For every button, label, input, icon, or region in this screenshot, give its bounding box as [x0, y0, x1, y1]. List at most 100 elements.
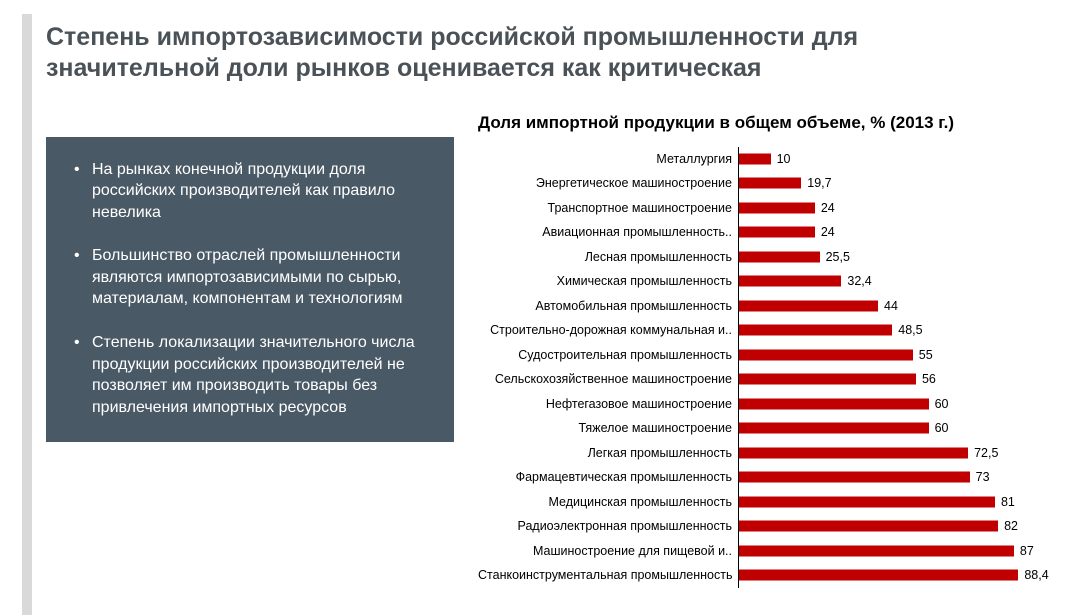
value-label: 44	[884, 299, 898, 313]
chart-row: Строительно-дорожная коммунальная и.. 48,…	[478, 318, 1055, 343]
category-label: Легкая промышленность	[478, 446, 738, 460]
value-label: 55	[919, 348, 933, 362]
category-label: Автомобильная промышленность	[478, 299, 738, 313]
chart-row: Радиоэлектронная промышленность 82	[478, 514, 1055, 539]
bullet-item: Степень локализации значительного числа …	[74, 332, 432, 418]
chart-row: Сельскохозяйственное машиностроение 56	[478, 367, 1055, 392]
category-label: Строительно-дорожная коммунальная и..	[478, 323, 738, 337]
bar	[739, 545, 1014, 556]
category-label: Химическая промышленность	[478, 274, 738, 288]
bar	[739, 251, 820, 262]
bar	[739, 227, 815, 238]
value-label: 60	[935, 397, 949, 411]
value-label: 24	[821, 201, 835, 215]
value-label: 10	[777, 152, 791, 166]
value-label: 87	[1020, 544, 1034, 558]
value-label: 60	[935, 421, 949, 435]
chart-row: Автомобильная промышленность 44	[478, 294, 1055, 319]
category-label: Фармацевтическая промышленность	[478, 470, 738, 484]
slide: Степень импортозависимости российской пр…	[0, 0, 1077, 615]
bar	[739, 349, 913, 360]
category-label: Станкоинструментальная промышленность	[478, 568, 738, 582]
bar-track: 44	[738, 294, 1055, 319]
bullets-panel: На рынках конечной продукции доля россий…	[46, 137, 454, 443]
value-label: 56	[922, 372, 936, 386]
category-label: Тяжелое машиностроение	[478, 421, 738, 435]
value-label: 73	[976, 470, 990, 484]
chart-row: Легкая промышленность72,5	[478, 441, 1055, 466]
bar-track: 60	[738, 392, 1055, 417]
value-label: 32,4	[847, 274, 871, 288]
bar-track: 10	[738, 147, 1055, 172]
bullet-item: На рынках конечной продукции доля россий…	[74, 159, 432, 224]
bar-track: 73	[738, 465, 1055, 490]
category-label: Судостроительная промышленность	[478, 348, 738, 362]
bullets-list: На рынках конечной продукции доля россий…	[74, 159, 432, 419]
chart-row: Химическая промышленность 32,4	[478, 269, 1055, 294]
bar-track: 25,5	[738, 245, 1055, 270]
bar	[739, 202, 815, 213]
bar-track: 24	[738, 220, 1055, 245]
bar-track: 24	[738, 196, 1055, 221]
chart-row: Энергетическое машиностроение 19,7	[478, 171, 1055, 196]
bar-track: 48,5	[738, 318, 1055, 343]
category-label: Энергетическое машиностроение	[478, 176, 738, 190]
value-label: 81	[1001, 495, 1015, 509]
chart-rows: Металлургия 10 Энергетическое машиностроен…	[478, 147, 1055, 588]
chart-row: Авиационная промышленность.. 24	[478, 220, 1055, 245]
bar	[739, 521, 998, 532]
bar-track: 87	[738, 539, 1055, 564]
value-label: 24	[821, 225, 835, 239]
category-label: Металлургия	[478, 152, 738, 166]
bar-track: 56	[738, 367, 1055, 392]
content-row: На рынках конечной продукции доля россий…	[22, 113, 1055, 588]
value-label: 19,7	[807, 176, 831, 190]
chart-row: Машиностроение для пищевой и.. 87	[478, 539, 1055, 564]
bar-track: 32,4	[738, 269, 1055, 294]
bar-track: 82	[738, 514, 1055, 539]
chart-title: Доля импортной продукции в общем объеме,…	[476, 113, 1055, 133]
value-label: 88,4	[1024, 568, 1048, 582]
chart-row: Тяжелое машиностроение 60	[478, 416, 1055, 441]
value-label: 48,5	[898, 323, 922, 337]
chart-row: Судостроительная промышленность 55	[478, 343, 1055, 368]
bar	[739, 472, 970, 483]
chart-row: Медицинская промышленность 81	[478, 490, 1055, 515]
category-label: Сельскохозяйственное машиностроение	[478, 372, 738, 386]
category-label: Медицинская промышленность	[478, 495, 738, 509]
category-label: Машиностроение для пищевой и..	[478, 544, 738, 558]
chart-row: Станкоинструментальная промышленность 88,…	[478, 563, 1055, 588]
bar	[739, 496, 995, 507]
bar-track: 81	[738, 490, 1055, 515]
category-label: Авиационная промышленность..	[478, 225, 738, 239]
bar-track: 72,5	[738, 441, 1055, 466]
bar	[739, 276, 841, 287]
bar-track: 55	[738, 343, 1055, 368]
bullet-item: Большинство отраслей промышленности явля…	[74, 245, 432, 310]
chart-row: Фармацевтическая промышленность 73	[478, 465, 1055, 490]
chart-row: Транспортное машиностроение 24	[478, 196, 1055, 221]
category-label: Радиоэлектронная промышленность	[478, 519, 738, 533]
bar	[739, 300, 878, 311]
chart-row: Лесная промышленность25,5	[478, 245, 1055, 270]
category-label: Транспортное машиностроение	[478, 201, 738, 215]
bar-track: 19,7	[738, 171, 1055, 196]
bar	[739, 423, 929, 434]
chart-row: Нефтегазовое машиностроение 60	[478, 392, 1055, 417]
bar	[739, 153, 771, 164]
value-label: 82	[1004, 519, 1018, 533]
category-label: Нефтегазовое машиностроение	[478, 397, 738, 411]
bar	[739, 178, 801, 189]
bar-track: 60	[738, 416, 1055, 441]
chart-area: Доля импортной продукции в общем объеме,…	[476, 113, 1055, 588]
bar	[739, 374, 916, 385]
value-label: 25,5	[826, 250, 850, 264]
bar	[739, 447, 968, 458]
bar-track: 88,4	[738, 563, 1055, 588]
bar	[739, 398, 929, 409]
chart-row: Металлургия 10	[478, 147, 1055, 172]
bar	[739, 325, 892, 336]
bar	[739, 570, 1018, 581]
slide-title: Степень импортозависимости российской пр…	[46, 22, 986, 85]
accent-bar	[22, 14, 32, 615]
